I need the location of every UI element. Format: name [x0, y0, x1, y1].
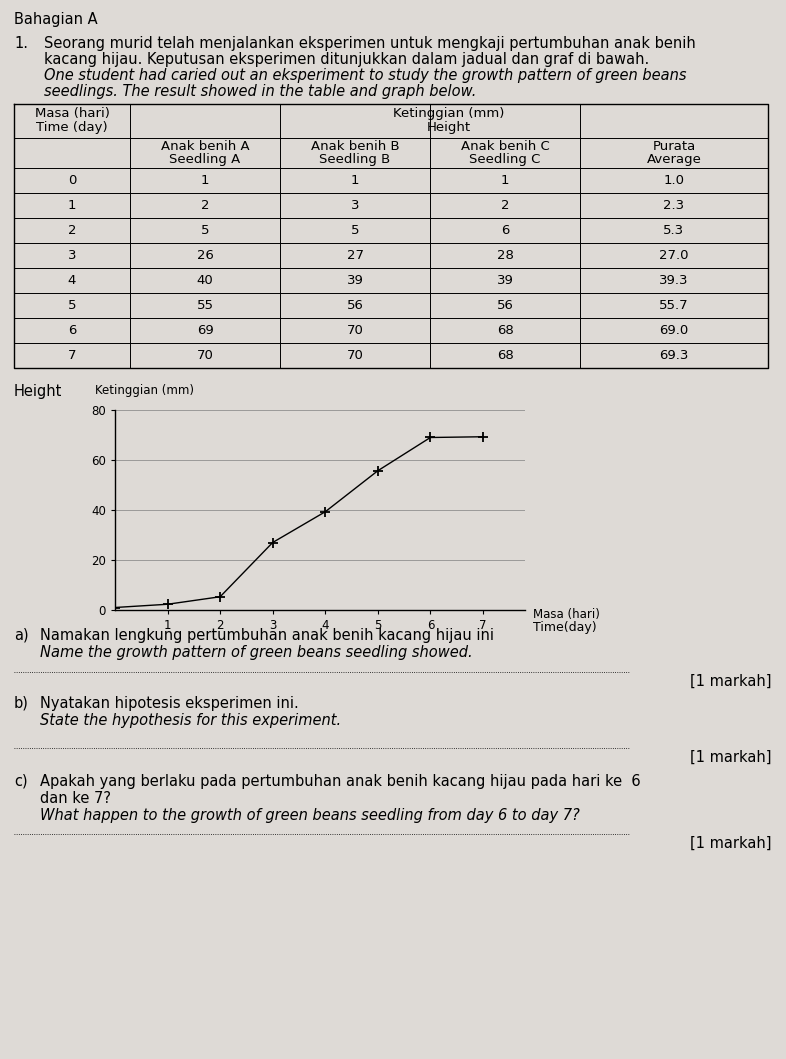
Text: 56: 56: [347, 299, 363, 312]
Text: 1: 1: [68, 199, 76, 212]
Text: 2: 2: [501, 199, 509, 212]
Text: [1 markah]: [1 markah]: [690, 674, 772, 689]
Text: 27.0: 27.0: [659, 249, 689, 262]
Text: 68: 68: [497, 349, 513, 362]
Text: Height: Height: [427, 122, 471, 134]
Text: Average: Average: [647, 154, 701, 166]
Text: c): c): [14, 774, 28, 789]
Text: 1.0: 1.0: [663, 174, 685, 187]
Text: 69.0: 69.0: [659, 324, 689, 337]
Text: 69: 69: [196, 324, 213, 337]
Text: 27: 27: [347, 249, 363, 262]
Text: 70: 70: [347, 349, 363, 362]
Text: 0: 0: [68, 174, 76, 187]
Text: Seedling A: Seedling A: [169, 154, 241, 166]
Text: 40: 40: [196, 274, 213, 287]
Text: Name the growth pattern of green beans seedling showed.: Name the growth pattern of green beans s…: [40, 645, 472, 660]
Text: 55.7: 55.7: [659, 299, 689, 312]
Text: 3: 3: [68, 249, 76, 262]
Text: Anak benih C: Anak benih C: [461, 140, 549, 152]
Text: seedlings. The result showed in the table and graph below.: seedlings. The result showed in the tabl…: [44, 84, 476, 98]
Text: Ketinggian (mm): Ketinggian (mm): [95, 384, 194, 397]
Text: Masa (hari): Masa (hari): [533, 608, 600, 621]
Text: [1 markah]: [1 markah]: [690, 836, 772, 851]
Text: 5: 5: [351, 225, 359, 237]
Text: 5: 5: [68, 299, 76, 312]
Text: 1: 1: [351, 174, 359, 187]
Text: Seorang murid telah menjalankan eksperimen untuk mengkaji pertumbuhan anak benih: Seorang murid telah menjalankan eksperim…: [44, 36, 696, 51]
Text: 6: 6: [68, 324, 76, 337]
Text: 70: 70: [347, 324, 363, 337]
Text: Time(day): Time(day): [533, 621, 597, 634]
Text: 5: 5: [200, 225, 209, 237]
Text: Anak benih A: Anak benih A: [160, 140, 249, 152]
Text: Anak benih B: Anak benih B: [310, 140, 399, 152]
Text: 6: 6: [501, 225, 509, 237]
Text: 56: 56: [497, 299, 513, 312]
Text: Seedling C: Seedling C: [469, 154, 541, 166]
Text: 70: 70: [196, 349, 214, 362]
Text: 39: 39: [347, 274, 363, 287]
Text: 1.: 1.: [14, 36, 28, 51]
Text: kacang hijau. Keputusan eksperimen ditunjukkan dalam jadual dan graf di bawah.: kacang hijau. Keputusan eksperimen ditun…: [44, 52, 649, 67]
Text: 68: 68: [497, 324, 513, 337]
Text: Bahagian A: Bahagian A: [14, 12, 97, 26]
Text: State the hypothesis for this experiment.: State the hypothesis for this experiment…: [40, 713, 341, 728]
Text: 26: 26: [196, 249, 214, 262]
Text: 28: 28: [497, 249, 513, 262]
Text: 69.3: 69.3: [659, 349, 689, 362]
Text: Ketinggian (mm): Ketinggian (mm): [393, 108, 505, 121]
Text: Height: Height: [14, 384, 62, 399]
Text: 2: 2: [68, 225, 76, 237]
Text: One student had caried out an eksperiment to study the growth pattern of green b: One student had caried out an eksperimen…: [44, 68, 686, 83]
Text: [1 markah]: [1 markah]: [690, 750, 772, 765]
Text: Nyatakan hipotesis eksperimen ini.: Nyatakan hipotesis eksperimen ini.: [40, 696, 299, 711]
Text: dan ke 7?: dan ke 7?: [40, 791, 111, 806]
Text: 1: 1: [501, 174, 509, 187]
Text: Masa (hari): Masa (hari): [35, 108, 109, 121]
Text: Time (day): Time (day): [36, 122, 108, 134]
Text: 4: 4: [68, 274, 76, 287]
Text: b): b): [14, 696, 29, 711]
Text: Seedling B: Seedling B: [319, 154, 391, 166]
Text: 55: 55: [196, 299, 214, 312]
Text: 1: 1: [200, 174, 209, 187]
Text: What happen to the growth of green beans seedling from day 6 to day 7?: What happen to the growth of green beans…: [40, 808, 580, 823]
Text: 3: 3: [351, 199, 359, 212]
Text: Apakah yang berlaku pada pertumbuhan anak benih kacang hijau pada hari ke  6: Apakah yang berlaku pada pertumbuhan ana…: [40, 774, 641, 789]
Text: 2: 2: [200, 199, 209, 212]
Text: a): a): [14, 628, 28, 643]
Text: 7: 7: [68, 349, 76, 362]
Text: Purata: Purata: [652, 140, 696, 152]
Text: 5.3: 5.3: [663, 225, 685, 237]
Text: 39: 39: [497, 274, 513, 287]
Text: 39.3: 39.3: [659, 274, 689, 287]
Text: Namakan lengkung pertumbuhan anak benih kacang hijau ini: Namakan lengkung pertumbuhan anak benih …: [40, 628, 494, 643]
Text: 2.3: 2.3: [663, 199, 685, 212]
